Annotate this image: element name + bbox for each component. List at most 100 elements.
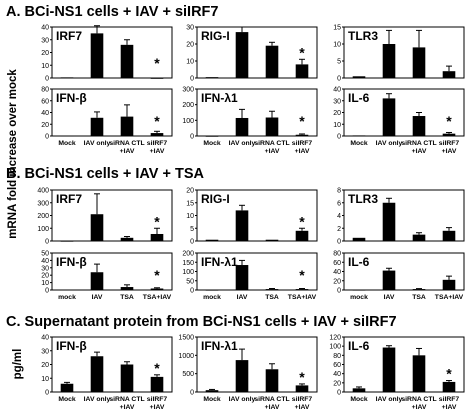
chart-a-tlr3: 0 5 10 15 TLR3	[333, 25, 465, 83]
bar	[442, 279, 456, 290]
x-tick-label: +IAV	[150, 404, 165, 411]
section-a-title: A. BCi-NS1 cells + IAV + siIRF7	[6, 4, 219, 20]
bar	[412, 116, 426, 136]
panel-title: IFN-λ1	[201, 339, 238, 353]
y-tick-label: 20	[41, 122, 49, 129]
x-tick-label: +IAV	[442, 148, 457, 155]
y-tick-label: 300	[37, 200, 49, 207]
bar	[265, 45, 279, 78]
x-tick-label: Mock	[58, 396, 76, 403]
bar	[90, 117, 104, 136]
bar	[235, 265, 249, 290]
plot-frame	[196, 88, 318, 137]
y-tick-label: 2	[337, 226, 341, 233]
x-tick-label: IAV only	[84, 396, 111, 403]
x-tick-label: Mock	[203, 140, 221, 147]
bar	[120, 364, 134, 392]
y-tick-label: 200	[182, 251, 194, 258]
y-tick-label: 1500	[178, 335, 194, 342]
panel-title: IRF7	[56, 192, 82, 206]
panel-title: IL-6	[348, 91, 370, 105]
y-tick-label: 4	[337, 213, 341, 220]
y-tick-label: 40	[41, 25, 49, 32]
x-tick-label: +IAV	[265, 404, 280, 411]
x-tick-label: siRNA CTL	[109, 396, 144, 403]
x-tick-label: siRNA CTL	[401, 396, 436, 403]
panel-title: IFN-β	[56, 339, 87, 353]
bar	[235, 32, 249, 78]
y-tick-label: 120	[329, 335, 341, 342]
plot-frame	[196, 336, 318, 393]
bar	[90, 356, 104, 392]
bar	[60, 383, 74, 392]
y-tick-label: 5	[337, 59, 341, 66]
x-tick-label: IAV only	[229, 396, 256, 403]
y-tick-label: 0	[337, 288, 341, 295]
y-tick-label: 20	[186, 188, 194, 195]
x-tick-label: siRNA CTL	[254, 140, 289, 147]
x-tick-label: TSA	[120, 294, 134, 301]
y-tick-label: 15	[333, 25, 341, 32]
significance-star: *	[299, 369, 305, 385]
plot-frame	[51, 252, 173, 291]
x-tick-label: siIRF7	[147, 396, 168, 403]
bar	[442, 71, 456, 78]
x-tick-label: siRNA CTL	[401, 140, 436, 147]
y-tick-label: 100	[182, 118, 194, 125]
x-tick-label: Mock	[203, 396, 221, 403]
y-tick-label: 80	[333, 251, 341, 258]
significance-star: *	[154, 213, 160, 229]
y-tick-label: 200	[37, 213, 49, 220]
y-tick-label: 20	[41, 273, 49, 280]
x-tick-label: +IAV	[412, 404, 427, 411]
y-tick-label: 0	[45, 76, 49, 83]
y-tick-label: 40	[41, 335, 49, 342]
y-tick-label: 1000	[178, 353, 194, 360]
chart-b-tlr3: 0 2 4 6 8 TLR3	[337, 188, 465, 246]
x-tick-label: IAV only	[376, 396, 403, 403]
y-tick-label: 20	[186, 42, 194, 49]
significance-star: *	[299, 44, 305, 60]
x-tick-label: IAV only	[229, 140, 256, 147]
y-tick-label: 0	[190, 288, 194, 295]
chart-b-rig-i: 0 5 10 15 20 * RIG-I	[186, 188, 318, 246]
y-tick-label: 0	[190, 134, 194, 141]
bar	[205, 289, 219, 291]
significance-star: *	[154, 267, 160, 283]
significance-star: *	[154, 55, 160, 71]
y-tick-label: 6	[337, 200, 341, 207]
bar	[412, 289, 426, 290]
panel-title: RIG-I	[201, 29, 230, 43]
x-tick-label: siIRF7	[439, 140, 460, 147]
y-tick-label: 10	[41, 376, 49, 383]
panel-title: IFN-β	[56, 255, 87, 269]
x-tick-label: TSA+IAV	[435, 294, 464, 301]
y-tick-label: 0	[337, 134, 341, 141]
x-tick-label: siIRF7	[292, 140, 313, 147]
section-c-title: C. Supernatant protein from BCi-NS1 cell…	[6, 314, 397, 330]
bar	[150, 133, 164, 136]
significance-star: *	[154, 113, 160, 129]
y-tick-label: 30	[333, 98, 341, 105]
y-tick-label: 0	[45, 134, 49, 141]
y-tick-label: 40	[333, 371, 341, 378]
section-b-title: B. BCi-NS1 cells + IAV + TSA	[6, 166, 204, 182]
bar	[382, 202, 396, 241]
x-tick-label: +IAV	[412, 148, 427, 155]
y-tick-label: 30	[186, 25, 194, 32]
bar	[235, 117, 249, 136]
bar	[150, 233, 164, 241]
y-tick-label: 0	[190, 76, 194, 83]
panel-title: TLR3	[348, 29, 378, 43]
x-tick-label: +IAV	[150, 148, 165, 155]
bar	[295, 289, 309, 290]
bar	[382, 98, 396, 136]
chart-a-irf7: 0 10 20 30 40 * IRF7	[41, 25, 173, 83]
bar	[442, 133, 456, 136]
x-tick-label: TSA	[412, 294, 426, 301]
bar	[150, 376, 164, 392]
x-tick-label: +IAV	[120, 404, 135, 411]
